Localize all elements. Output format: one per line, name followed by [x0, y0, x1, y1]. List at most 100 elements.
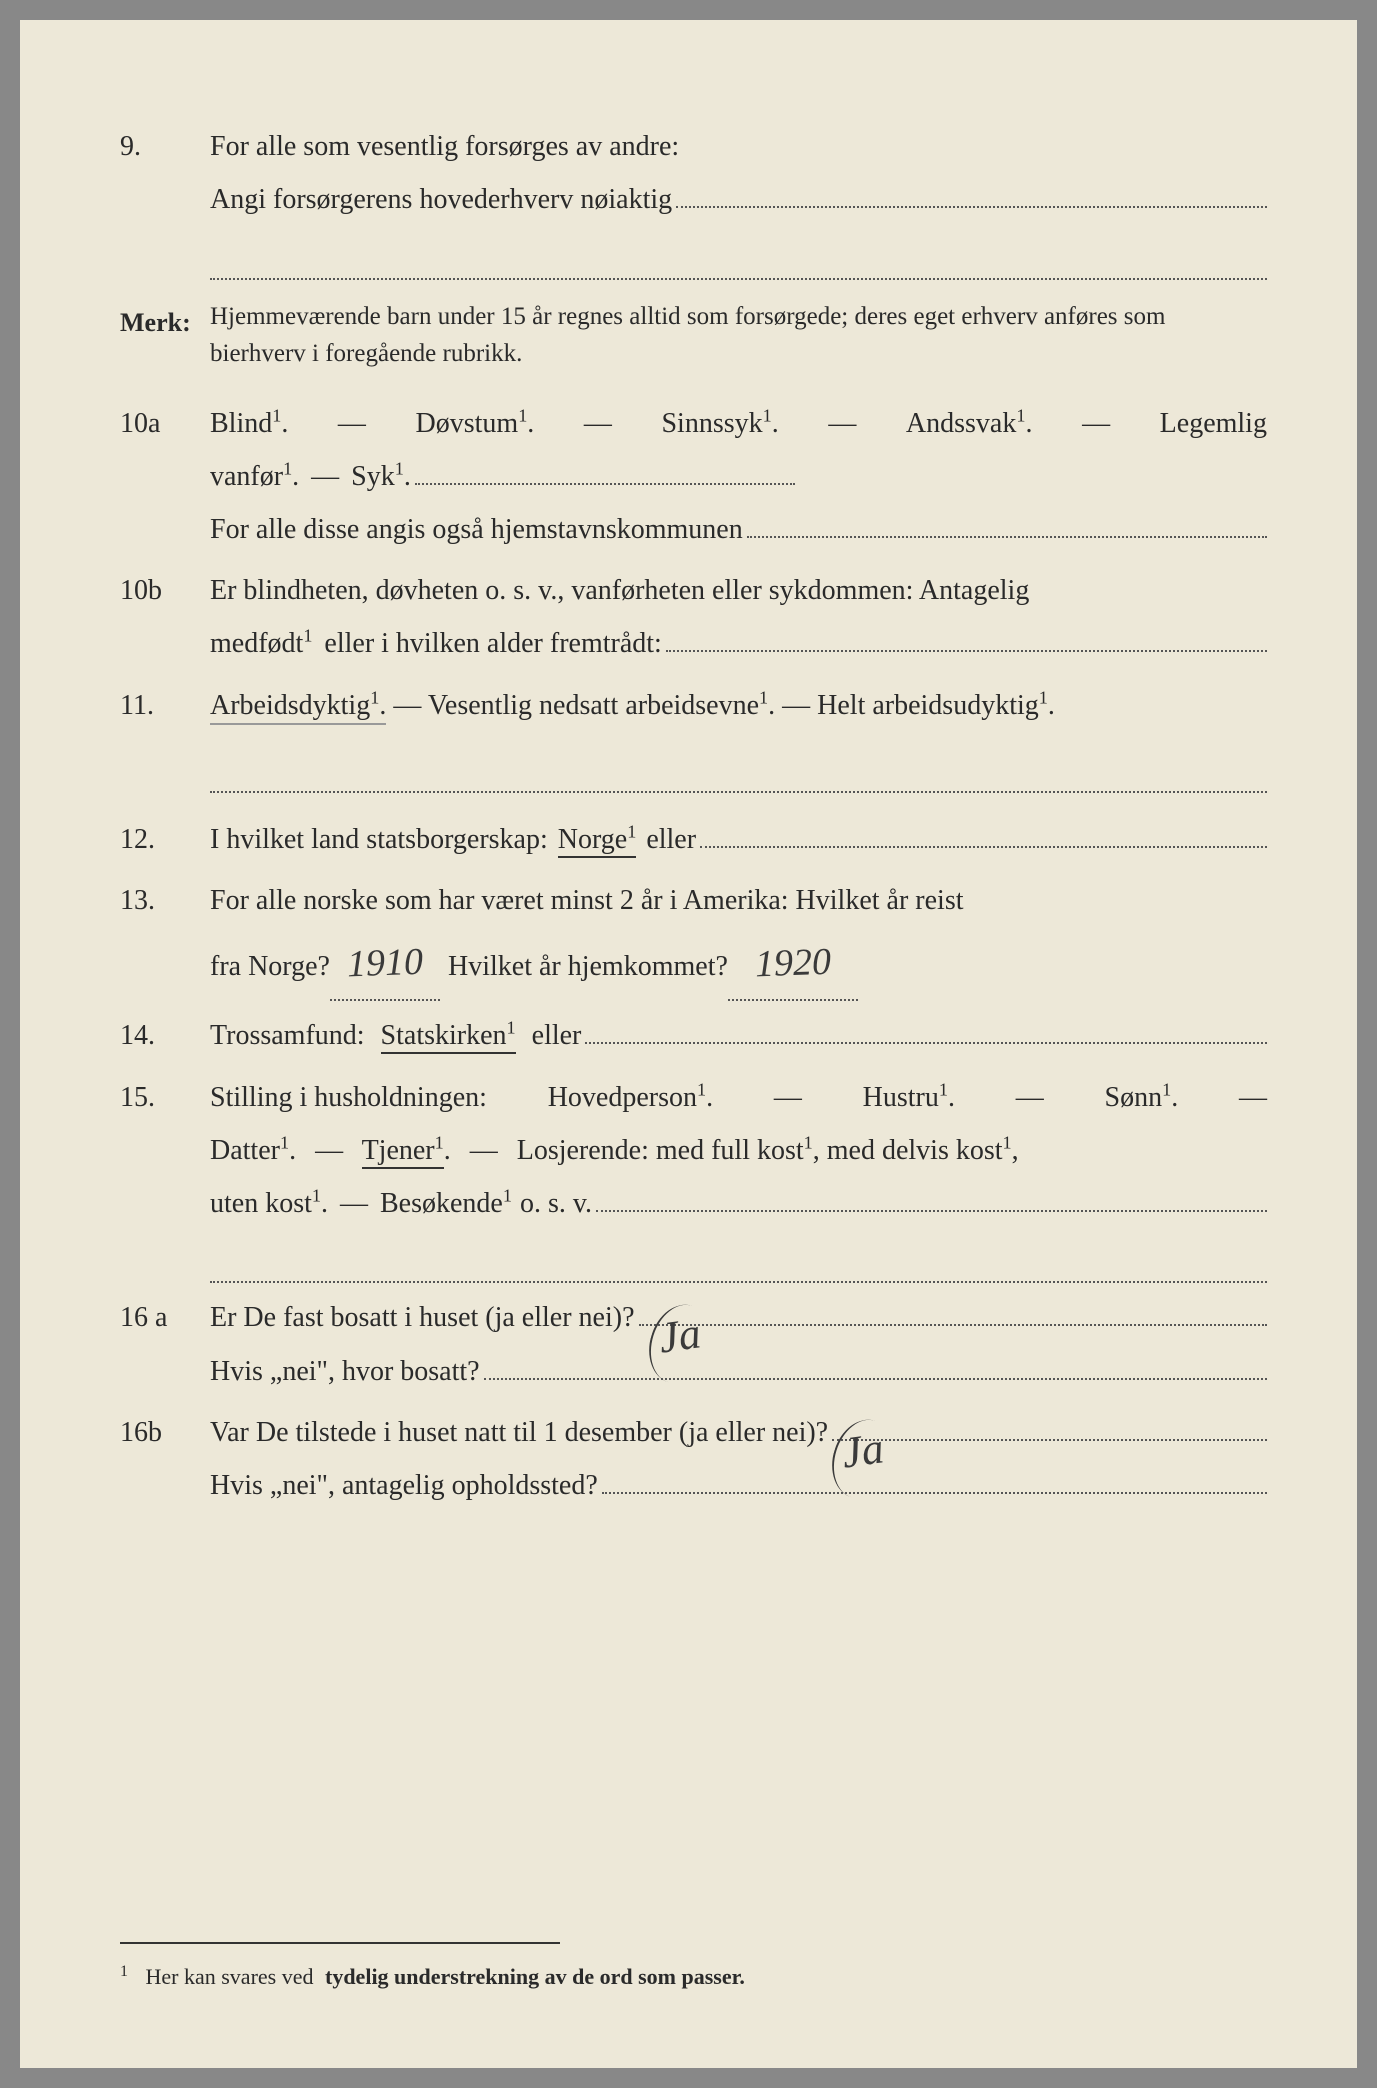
question-10a: 10a Blind1. — Døvstum1. — Sinnssyk1. — A…	[120, 397, 1267, 557]
q9-content: For alle som vesentlig forsørges av andr…	[210, 120, 1267, 280]
q15-delvis: med delvis kost	[827, 1135, 1003, 1166]
census-form-page: 9. For alle som vesentlig forsørges av a…	[20, 20, 1357, 2068]
q10a-line2: vanfør1. — Syk1.	[210, 450, 1267, 503]
q13-answer1-field: 1910	[330, 927, 440, 1001]
q9-line2: Angi forsørgerens hovederhverv nøiaktig	[210, 173, 672, 226]
q15-besokende: Besøkende	[380, 1188, 503, 1219]
q13-line2: fra Norge? 1910 Hvilket år hjemkommet? 1…	[210, 927, 1267, 1001]
q11-opt1-underlined: Arbeidsdyktig1.	[210, 690, 386, 725]
q11-opt3: Helt arbeidsudyktig	[817, 690, 1039, 721]
q12-norge-underlined: Norge1	[558, 824, 637, 858]
q14-number: 14.	[120, 1009, 210, 1062]
q15-content: Stilling i husholdningen: Hovedperson1. …	[210, 1071, 1267, 1284]
q10a-opt4: Andssvak	[906, 408, 1016, 439]
q15-stilling: Stilling i husholdningen:	[210, 1071, 487, 1124]
q15-number: 15.	[120, 1071, 210, 1124]
question-11: 11. Arbeidsdyktig1. — Vesentlig nedsatt …	[120, 679, 1267, 732]
q14-eller: eller	[532, 1009, 582, 1062]
q14-content: Trossamfund: Statskirken1 eller	[210, 1009, 1267, 1062]
q13-content: For alle norske som har været minst 2 år…	[210, 874, 1267, 1001]
q13-answer1: 1910	[346, 926, 424, 1001]
q11-content: Arbeidsdyktig1. — Vesentlig nedsatt arbe…	[210, 679, 1267, 732]
footnote: 1 Her kan svares ved tydelig understrekn…	[120, 1942, 1267, 1998]
q10a-syk: Syk	[351, 461, 395, 492]
q11-number: 11.	[120, 679, 210, 732]
q16a-line2: Hvis „nei", hvor bosatt?	[210, 1345, 480, 1398]
merk-note: Merk: Hjemmeværende barn under 15 år reg…	[120, 298, 1267, 373]
q9-fill	[676, 206, 1267, 208]
q10a-opt5: Legemlig	[1160, 397, 1267, 450]
q12-norge: Norge	[558, 824, 627, 855]
question-12: 12. I hvilket land statsborgerskap: Norg…	[120, 813, 1267, 866]
q10a-opt3: Sinnssyk	[661, 408, 762, 439]
q16b-line2: Hvis „nei", antagelig opholdssted?	[210, 1459, 598, 1512]
q9-line1: For alle som vesentlig forsørges av andr…	[210, 120, 1267, 173]
q16b-number: 16b	[120, 1406, 210, 1459]
question-10b: 10b Er blindheten, døvheten o. s. v., va…	[120, 564, 1267, 670]
q16a-content: Er De fast bosatt i huset (ja eller nei)…	[210, 1291, 1267, 1397]
q13-fra-norge: fra Norge?	[210, 940, 330, 993]
q12-eller: eller	[646, 813, 696, 866]
q15-hustru: Hustru	[863, 1082, 939, 1113]
question-16a: 16 a Er De fast bosatt i huset (ja eller…	[120, 1291, 1267, 1397]
q16a-answer: Ja	[653, 1292, 706, 1381]
question-16b: 16b Var De tilstede i huset natt til 1 d…	[120, 1406, 1267, 1512]
q10a-opt2: Døvstum	[416, 408, 519, 439]
q11-blank-line	[210, 740, 1267, 793]
q16b-answer: Ja	[836, 1406, 889, 1495]
question-15: 15. Stilling i husholdningen: Hovedperso…	[120, 1071, 1267, 1284]
q15-line1: Stilling i husholdningen: Hovedperson1. …	[210, 1071, 1267, 1124]
q16a-line2-row: Hvis „nei", hvor bosatt?	[210, 1345, 1267, 1398]
q10b-line2: medfødt1 eller i hvilken alder fremtrådt…	[210, 617, 1267, 670]
q10b-content: Er blindheten, døvheten o. s. v., vanfør…	[210, 564, 1267, 670]
q15-blank-line	[210, 1230, 1267, 1283]
q10a-line1: Blind1. — Døvstum1. — Sinnssyk1. — Andss…	[210, 397, 1267, 450]
question-9: 9. For alle som vesentlig forsørges av a…	[120, 120, 1267, 280]
q15-osv: o. s. v.	[520, 1177, 592, 1230]
q12-number: 12.	[120, 813, 210, 866]
q16a-line1: Er De fast bosatt i huset (ja eller nei)…	[210, 1291, 1267, 1344]
q10a-line3-row: For alle disse angis også hjemstavnskomm…	[210, 503, 1267, 556]
footnote-text: Her kan svares ved	[146, 1964, 314, 1989]
q15-line2: Datter1. — Tjener1. — Losjerende: med fu…	[210, 1124, 1267, 1177]
q11-opt2: Vesentlig nedsatt arbeidsevne	[428, 690, 759, 721]
q16b-line2-row: Hvis „nei", antagelig opholdssted?	[210, 1459, 1267, 1512]
q11-opt1: Arbeidsdyktig	[210, 690, 370, 721]
q16b-content: Var De tilstede i huset natt til 1 desem…	[210, 1406, 1267, 1512]
q10b-line1: Er blindheten, døvheten o. s. v., vanfør…	[210, 564, 1267, 617]
q16b-answer-field: Ja	[832, 1439, 1267, 1441]
q15-tjener-underlined: Tjener1	[362, 1135, 444, 1169]
q10a-opt1: Blind	[210, 408, 272, 439]
q10a-fill2	[747, 536, 1267, 538]
q10b-medfodt: medfødt	[210, 628, 303, 659]
q15-losjerende: Losjerende: med full kost	[517, 1135, 804, 1166]
q16a-answer-field: Ja	[639, 1324, 1268, 1326]
q10b-text: eller i hvilken alder fremtrådt:	[324, 617, 661, 670]
q10b-fill	[666, 650, 1267, 652]
merk-text: Hjemmeværende barn under 15 år regnes al…	[210, 298, 1267, 373]
footnote-marker: 1	[120, 1963, 128, 1980]
q16a-fill2	[484, 1378, 1267, 1380]
q10b-number: 10b	[120, 564, 210, 617]
q13-answer2-field: 1920	[728, 927, 858, 1001]
q16b-question: Var De tilstede i huset natt til 1 desem…	[210, 1406, 828, 1459]
q10a-fill1	[415, 483, 795, 485]
q15-datter: Datter	[210, 1135, 280, 1166]
q10a-number: 10a	[120, 397, 210, 450]
q15-hovedperson: Hovedperson	[548, 1082, 697, 1113]
q10a-line3: For alle disse angis også hjemstavnskomm…	[210, 503, 743, 556]
q15-sonn: Sønn	[1105, 1082, 1163, 1113]
q12-text-a: I hvilket land statsborgerskap:	[210, 813, 548, 866]
q16a-question: Er De fast bosatt i huset (ja eller nei)…	[210, 1291, 635, 1344]
q13-line1: For alle norske som har været minst 2 år…	[210, 874, 1267, 927]
footnote-rule	[120, 1942, 560, 1944]
q15-tjener: Tjener	[362, 1135, 435, 1166]
q12-content: I hvilket land statsborgerskap: Norge1 e…	[210, 813, 1267, 866]
q15-line3: uten kost1. — Besøkende1 o. s. v.	[210, 1177, 1267, 1230]
q14-fill	[585, 1042, 1267, 1044]
merk-label: Merk:	[120, 298, 210, 347]
q16b-line1: Var De tilstede i huset natt til 1 desem…	[210, 1406, 1267, 1459]
q9-blank-line	[210, 226, 1267, 279]
q15-uten: uten kost	[210, 1188, 312, 1219]
q13-number: 13.	[120, 874, 210, 927]
